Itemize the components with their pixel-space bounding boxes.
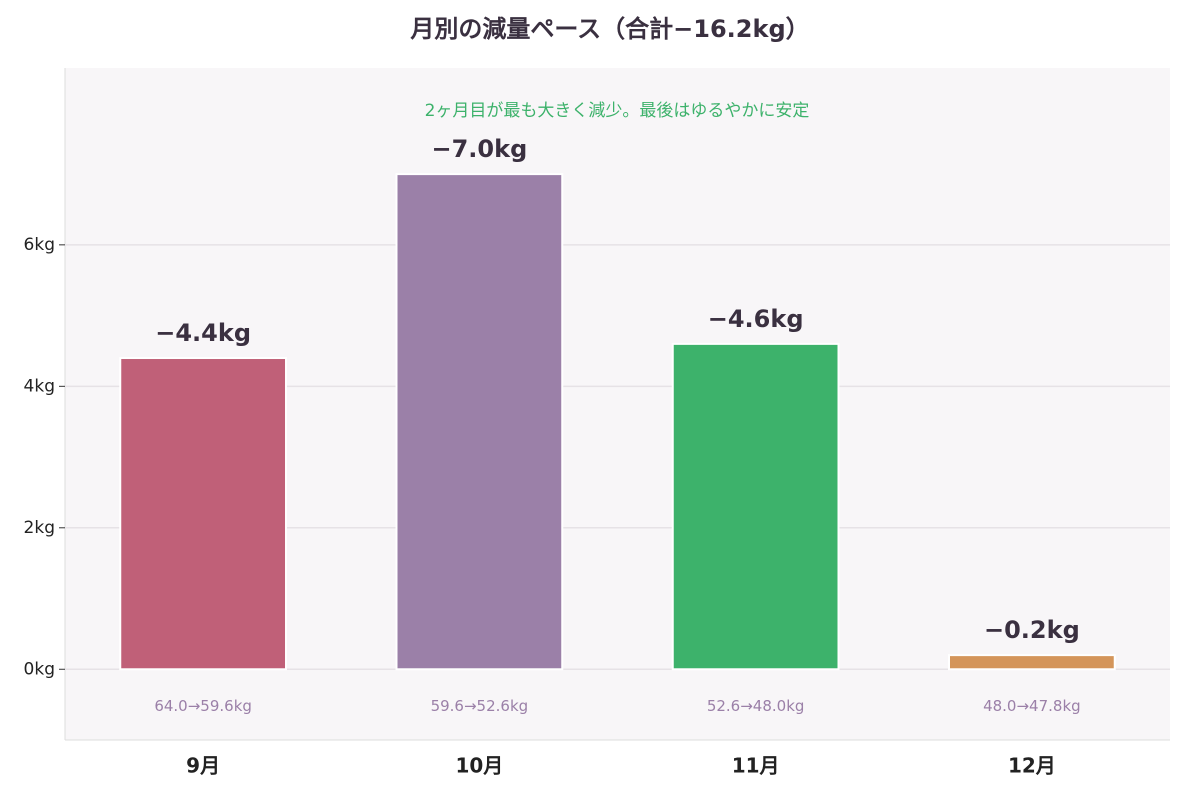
x-tick-label: 9月 xyxy=(186,754,220,778)
x-tick-label: 12月 xyxy=(1008,754,1056,778)
x-tick-label: 10月 xyxy=(455,754,503,778)
range-label: 48.0→47.8kg xyxy=(983,697,1081,715)
y-tick-label: 4kg xyxy=(24,376,55,396)
value-label: −4.4kg xyxy=(155,319,251,347)
y-tick-label: 0kg xyxy=(24,659,55,679)
value-label: −0.2kg xyxy=(984,616,1080,644)
range-label: 59.6→52.6kg xyxy=(431,697,529,715)
x-tick-label: 11月 xyxy=(732,754,780,778)
chart-title: 月別の減量ペース（合計−16.2kg） xyxy=(409,15,809,43)
annotation: 2ヶ月目が最も大きく減少。最後はゆるやかに安定 xyxy=(425,101,810,121)
bar xyxy=(948,654,1116,671)
bar xyxy=(119,357,287,671)
bar xyxy=(395,173,564,671)
value-label: −4.6kg xyxy=(708,305,804,333)
range-label: 52.6→48.0kg xyxy=(707,697,805,715)
y-tick-label: 6kg xyxy=(24,235,55,255)
value-label: −7.0kg xyxy=(431,135,527,163)
y-tick-label: 2kg xyxy=(24,518,55,538)
range-label: 64.0→59.6kg xyxy=(154,697,252,715)
bar xyxy=(671,342,840,671)
